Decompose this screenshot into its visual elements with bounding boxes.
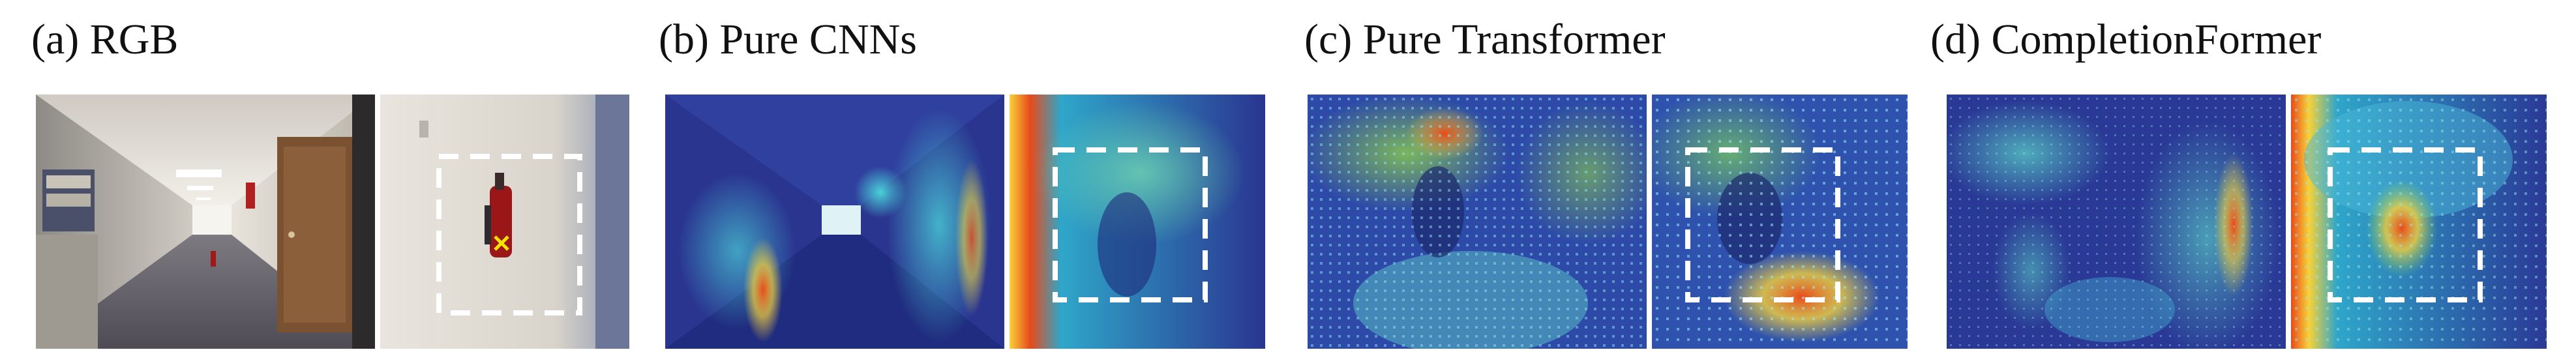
highlight-box: [436, 154, 582, 315]
rgb-corridor-image: [36, 95, 375, 349]
caption-rgb: (a) RGB: [31, 16, 179, 63]
rgb-zoom-image: [380, 95, 629, 349]
completionformer-attention-zoom: [2291, 95, 2547, 349]
cross-marker-icon: [494, 235, 509, 251]
highlight-box: [1053, 147, 1208, 302]
transformer-attention-map: [1308, 95, 1647, 349]
highlight-box: [1685, 147, 1840, 302]
cnn-attention-zoom: [1010, 95, 1265, 349]
caption-pure-transformer: (c) Pure Transformer: [1304, 16, 1666, 63]
completionformer-attention-map: [1947, 95, 2286, 349]
caption-pure-cnns: (b) Pure CNNs: [659, 16, 917, 63]
highlight-box: [2328, 147, 2483, 302]
caption-completionformer: (d) CompletionFormer: [1930, 16, 2322, 63]
transformer-attention-zoom: [1652, 95, 1908, 349]
cnn-attention-map: [665, 95, 1004, 349]
